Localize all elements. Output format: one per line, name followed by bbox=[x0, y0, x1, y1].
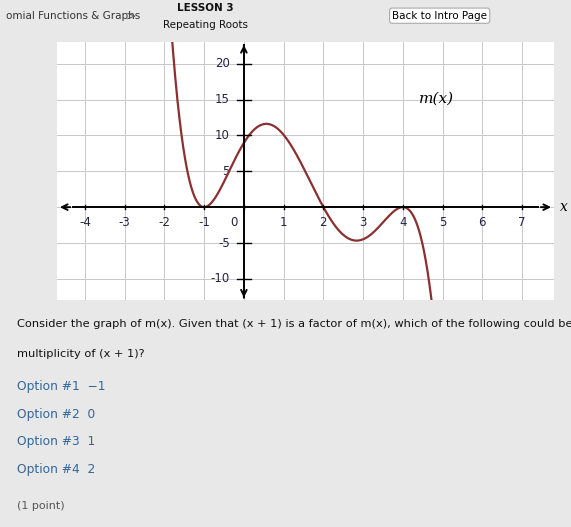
Text: 7: 7 bbox=[518, 217, 526, 229]
Text: 3: 3 bbox=[359, 217, 367, 229]
Text: (1 point): (1 point) bbox=[17, 501, 65, 511]
Text: -10: -10 bbox=[211, 272, 230, 286]
Text: 15: 15 bbox=[215, 93, 230, 106]
Text: 1: 1 bbox=[280, 217, 287, 229]
Text: LESSON 3: LESSON 3 bbox=[177, 3, 234, 13]
Text: 4: 4 bbox=[399, 217, 407, 229]
Text: 10: 10 bbox=[215, 129, 230, 142]
Text: -1: -1 bbox=[198, 217, 210, 229]
Text: 5: 5 bbox=[439, 217, 447, 229]
Text: -2: -2 bbox=[159, 217, 170, 229]
Text: Repeating Roots: Repeating Roots bbox=[163, 19, 248, 30]
Text: m(x): m(x) bbox=[419, 92, 454, 106]
Text: Option #2  0: Option #2 0 bbox=[17, 408, 95, 421]
Text: multiplicity of (x + 1)?: multiplicity of (x + 1)? bbox=[17, 349, 144, 359]
Text: omial Functions & Graphs: omial Functions & Graphs bbox=[6, 11, 140, 21]
Text: -3: -3 bbox=[119, 217, 131, 229]
Text: x: x bbox=[560, 200, 568, 214]
Text: Consider the graph of m(x). Given that (x + 1) is a factor of m(x), which of the: Consider the graph of m(x). Given that (… bbox=[17, 319, 571, 329]
Text: 6: 6 bbox=[478, 217, 486, 229]
Text: Option #1  −1: Option #1 −1 bbox=[17, 380, 106, 394]
Text: Option #4  2: Option #4 2 bbox=[17, 463, 95, 476]
Text: 0: 0 bbox=[230, 217, 238, 229]
Text: -4: -4 bbox=[79, 217, 91, 229]
Text: 20: 20 bbox=[215, 57, 230, 70]
Text: -5: -5 bbox=[218, 237, 230, 249]
Text: 5: 5 bbox=[223, 165, 230, 178]
Text: 2: 2 bbox=[320, 217, 327, 229]
Text: Option #3  1: Option #3 1 bbox=[17, 435, 95, 448]
Text: Back to Intro Page: Back to Intro Page bbox=[392, 11, 487, 21]
Text: >: > bbox=[126, 9, 136, 22]
